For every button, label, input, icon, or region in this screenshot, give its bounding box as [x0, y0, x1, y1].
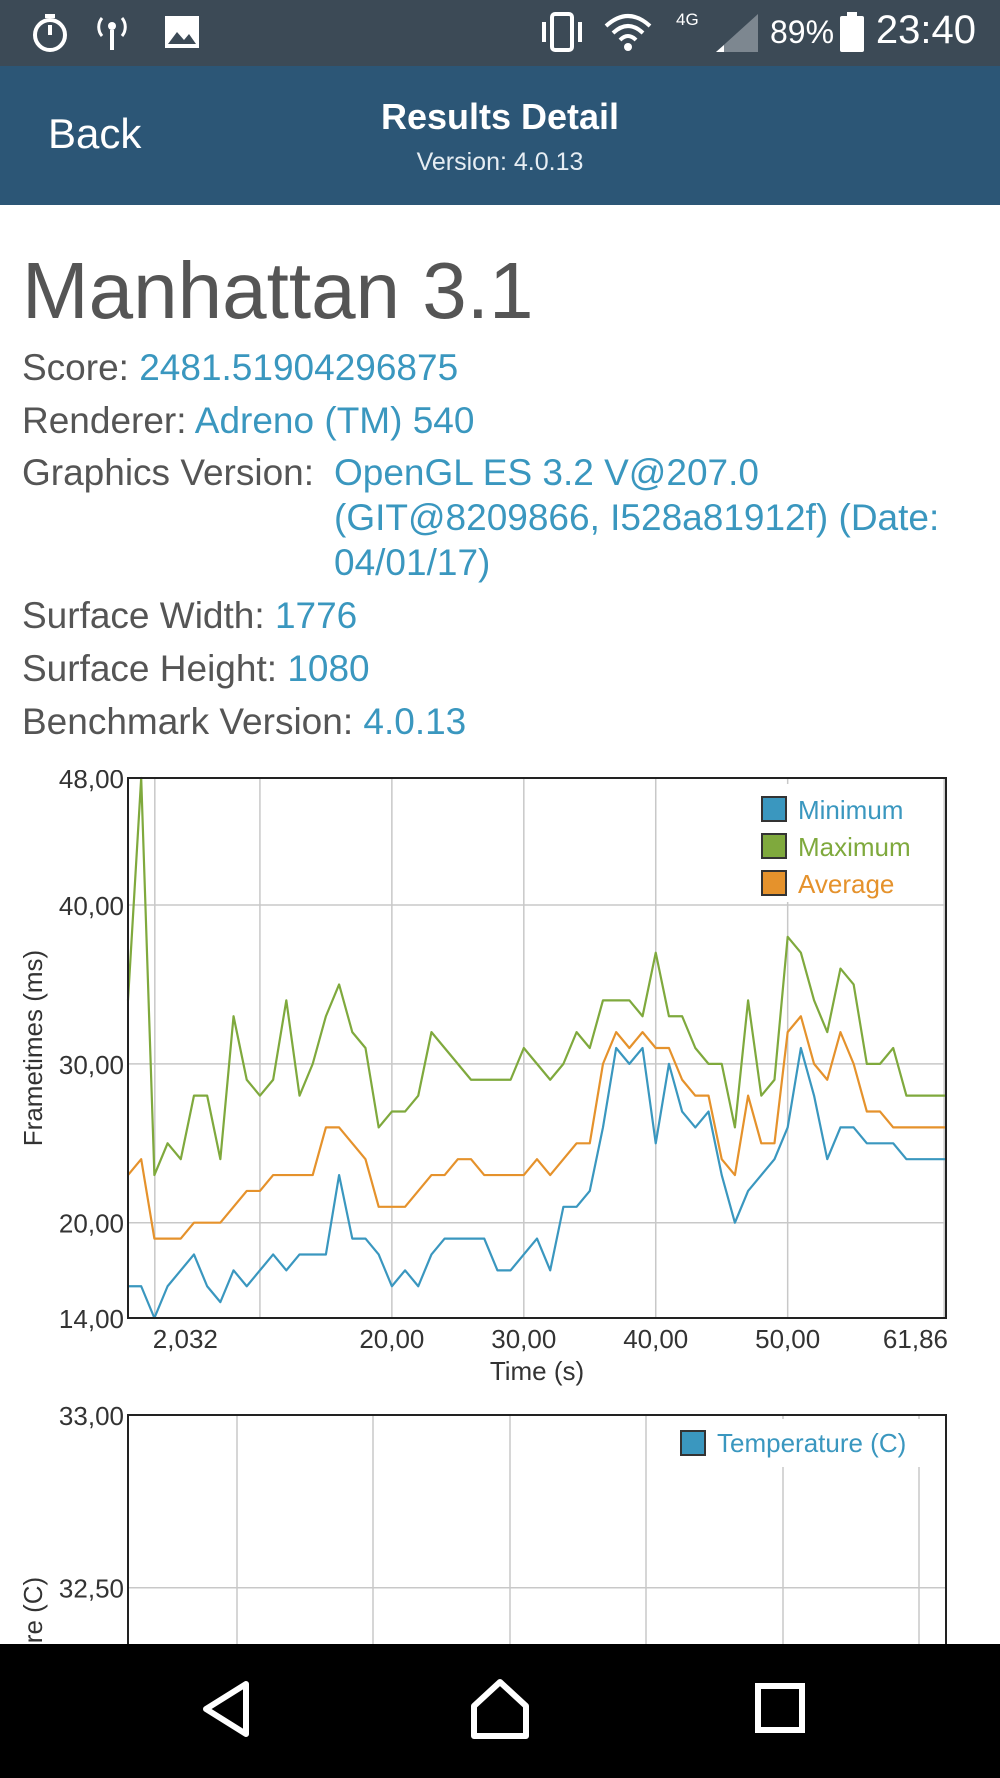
chart-legend: Minimum Maximum Average — [752, 784, 942, 902]
score-label: Score: — [22, 347, 129, 388]
graphics-version-line-1: OpenGL ES 3.2 V@207.0 — [334, 452, 759, 493]
page-subtitle: Version: 4.0.13 — [416, 148, 584, 176]
y-tick-label: 33,00 — [59, 1405, 124, 1431]
renderer-row: Renderer: Adreno (TM) 540 — [22, 398, 474, 443]
surface-width-value: 1776 — [274, 595, 358, 636]
app-header: Back Results Detail Version: 4.0.13 — [0, 66, 1000, 205]
x-tick-label: 61,86 — [883, 1324, 948, 1354]
graphics-version-line-2: (GIT@8209866, I528a81912f) (Date: — [334, 497, 940, 538]
status-bar: 4G 89% 23:40 — [0, 0, 1000, 66]
benchmark-version-row: Benchmark Version: 4.0.13 — [22, 699, 466, 744]
graphics-version-line-3: 04/01/17) — [334, 542, 491, 583]
surface-width-row: Surface Width: 1776 — [22, 593, 357, 638]
x-axis-label: Time (s) — [490, 1356, 584, 1386]
home-nav-icon[interactable] — [466, 1674, 534, 1749]
temperature-chart: 32,50 33,00 re (C) Temperature (C) — [18, 1405, 947, 1645]
hotspot-icon — [92, 10, 132, 59]
x-tick-label: 50,00 — [755, 1324, 820, 1354]
legend-label: Temperature (C) — [717, 1428, 906, 1458]
page-title: Results Detail — [380, 96, 620, 137]
stopwatch-icon — [28, 10, 72, 59]
legend-label: Minimum — [798, 795, 903, 825]
benchmark-title: Manhattan 3.1 — [22, 246, 534, 335]
surface-width-label: Surface Width: — [22, 595, 265, 636]
benchmark-version-label: Benchmark Version: — [22, 701, 354, 742]
vibrate-icon — [536, 10, 588, 59]
legend-label: Maximum — [798, 832, 911, 862]
benchmark-version-value: 4.0.13 — [363, 701, 467, 742]
legend-background — [672, 1419, 942, 1467]
x-tick-label: 30,00 — [491, 1324, 556, 1354]
series-line-maximum — [126, 776, 946, 1177]
wifi-icon — [602, 10, 654, 59]
clock: 23:40 — [875, 8, 976, 52]
y-tick-label: 14,00 — [59, 1304, 124, 1334]
surface-height-label: Surface Height: — [22, 648, 278, 689]
y-axis-label: Frametimes (ms) — [18, 950, 48, 1146]
surface-height-value: 1080 — [287, 648, 370, 689]
frametimes-chart: 14,00 20,00 30,00 40,00 48,00 2,032 20,00 30,00… — [18, 770, 948, 1386]
back-button[interactable]: Back — [48, 110, 142, 157]
x-tick-label: 40,00 — [623, 1324, 688, 1354]
y-tick-label: 40,00 — [59, 891, 124, 921]
x-tick-label: 2,032 — [153, 1324, 218, 1354]
legend-swatch — [761, 796, 787, 822]
legend-swatch — [761, 870, 787, 896]
image-icon — [162, 10, 202, 59]
y-tick-label: 32,50 — [59, 1574, 124, 1604]
plot-border — [127, 1414, 947, 1645]
legend-swatch — [761, 833, 787, 859]
series-line-minimum — [128, 1046, 946, 1320]
score-value: 2481.51904296875 — [139, 347, 459, 388]
navigation-bar — [0, 1644, 1000, 1778]
legend-label: Average — [798, 869, 894, 899]
legend-swatch — [680, 1430, 706, 1456]
recents-nav-icon[interactable] — [750, 1674, 810, 1749]
back-nav-icon[interactable] — [196, 1674, 256, 1749]
plot-border — [127, 777, 947, 1319]
signal-icon — [714, 10, 760, 59]
renderer-value: Adreno (TM) 540 — [194, 400, 475, 441]
network-type: 4G — [676, 10, 699, 29]
surface-height-row: Surface Height: 1080 — [22, 646, 370, 691]
y-axis-label: re (C) — [18, 1577, 48, 1643]
renderer-label: Renderer: — [22, 400, 187, 441]
graphics-version-label: Graphics Version: — [22, 452, 315, 493]
y-tick-label: 20,00 — [59, 1209, 124, 1239]
y-tick-label: 48,00 — [59, 770, 124, 794]
y-tick-label: 30,00 — [59, 1050, 124, 1080]
battery-percent: 89% — [770, 14, 835, 50]
chart-legend: Temperature (C) — [672, 1419, 942, 1467]
x-tick-label: 20,00 — [359, 1324, 424, 1354]
graphics-version-value: OpenGL ES 3.2 V@207.0 (GIT@8209866, I528… — [334, 450, 984, 585]
score-row: Score: 2481.51904296875 — [22, 345, 458, 390]
battery-icon — [838, 10, 866, 59]
series-line-average — [127, 1015, 946, 1240]
